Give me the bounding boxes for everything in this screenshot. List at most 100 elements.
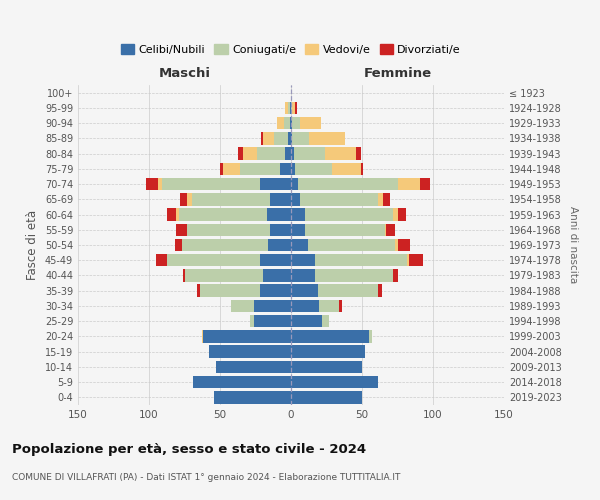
Legend: Celibi/Nubili, Coniugati/e, Vedovi/e, Divorziati/e: Celibi/Nubili, Coniugati/e, Vedovi/e, Di… — [116, 40, 466, 59]
Bar — [318, 284, 377, 297]
Bar — [356, 148, 361, 160]
Bar — [183, 269, 185, 281]
Bar — [156, 254, 167, 266]
Bar — [393, 269, 398, 281]
Bar — [200, 284, 260, 297]
Bar — [291, 102, 292, 114]
Bar — [398, 208, 406, 221]
Y-axis label: Fasce di età: Fasce di età — [26, 210, 39, 280]
Text: Maschi: Maschi — [158, 68, 211, 80]
Bar — [291, 208, 305, 221]
Bar — [339, 300, 342, 312]
Bar — [180, 193, 187, 205]
Bar — [299, 117, 321, 130]
Bar — [214, 391, 291, 404]
Bar — [420, 178, 430, 190]
Bar — [290, 117, 291, 130]
Bar — [369, 330, 372, 342]
Bar — [386, 224, 395, 236]
Bar — [291, 117, 292, 130]
Bar — [176, 224, 187, 236]
Bar — [274, 132, 288, 144]
Bar — [290, 102, 291, 114]
Bar — [310, 132, 345, 144]
Bar — [268, 239, 291, 251]
Bar — [162, 178, 260, 190]
Bar — [291, 376, 377, 388]
Bar — [209, 346, 291, 358]
Bar — [291, 269, 315, 281]
Bar — [385, 224, 386, 236]
Bar — [291, 193, 299, 205]
Bar — [288, 132, 291, 144]
Bar — [187, 224, 270, 236]
Bar — [291, 162, 295, 175]
Bar — [305, 224, 385, 236]
Text: Popolazione per età, sesso e stato civile - 2024: Popolazione per età, sesso e stato civil… — [12, 442, 366, 456]
Bar — [270, 193, 291, 205]
Bar — [216, 360, 291, 373]
Bar — [291, 391, 362, 404]
Bar — [286, 148, 291, 160]
Bar — [257, 148, 286, 160]
Bar — [295, 162, 332, 175]
Bar — [407, 254, 409, 266]
Bar — [202, 330, 203, 342]
Bar — [243, 148, 257, 160]
Bar — [197, 284, 200, 297]
Bar — [185, 269, 263, 281]
Bar — [286, 102, 288, 114]
Bar — [284, 117, 290, 130]
Bar — [250, 315, 254, 328]
Bar — [191, 193, 270, 205]
Bar — [254, 315, 291, 328]
Bar — [158, 178, 162, 190]
Bar — [182, 239, 268, 251]
Bar — [305, 208, 393, 221]
Bar — [325, 148, 356, 160]
Bar — [220, 162, 223, 175]
Bar — [288, 102, 290, 114]
Bar — [291, 315, 322, 328]
Bar — [260, 254, 291, 266]
Bar — [292, 132, 310, 144]
Bar — [322, 315, 329, 328]
Bar — [291, 346, 365, 358]
Bar — [409, 254, 423, 266]
Bar — [291, 360, 362, 373]
Bar — [292, 102, 295, 114]
Bar — [179, 208, 267, 221]
Bar — [291, 300, 319, 312]
Bar — [260, 284, 291, 297]
Bar — [291, 148, 294, 160]
Bar — [175, 239, 182, 251]
Bar — [167, 208, 176, 221]
Bar — [291, 254, 315, 266]
Bar — [291, 132, 292, 144]
Bar — [298, 178, 398, 190]
Bar — [292, 117, 299, 130]
Bar — [263, 132, 274, 144]
Bar — [280, 162, 291, 175]
Bar — [263, 269, 291, 281]
Bar — [308, 239, 395, 251]
Bar — [223, 162, 240, 175]
Bar — [254, 300, 291, 312]
Bar — [260, 178, 291, 190]
Bar — [319, 300, 339, 312]
Bar — [291, 239, 308, 251]
Bar — [398, 178, 420, 190]
Bar — [277, 117, 284, 130]
Bar — [291, 330, 369, 342]
Bar — [193, 376, 291, 388]
Bar — [232, 300, 254, 312]
Y-axis label: Anni di nascita: Anni di nascita — [568, 206, 578, 284]
Bar — [291, 224, 305, 236]
Bar — [315, 269, 393, 281]
Bar — [291, 284, 318, 297]
Bar — [267, 208, 291, 221]
Bar — [383, 193, 391, 205]
Bar — [299, 193, 377, 205]
Bar — [361, 162, 364, 175]
Bar — [377, 193, 383, 205]
